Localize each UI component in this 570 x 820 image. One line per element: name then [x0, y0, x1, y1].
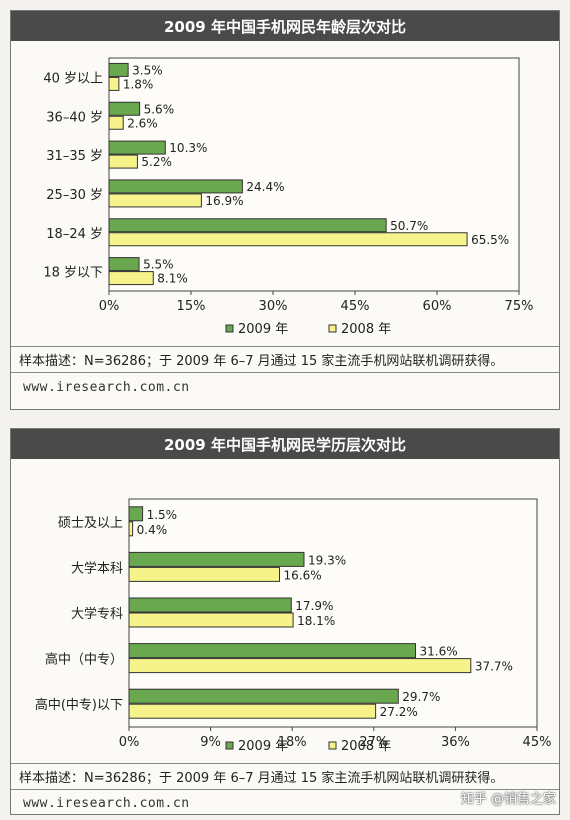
- data-label: 65.5%: [471, 233, 509, 247]
- bar-series1: [108, 257, 140, 272]
- chart-title: 2009 年中国手机网民学历层次对比: [11, 429, 559, 459]
- bar-series1: [108, 101, 141, 116]
- plot-area: [108, 57, 520, 292]
- bar-series2: [128, 566, 281, 582]
- category-label: 36–40 岁: [46, 110, 103, 125]
- education-bar-chart: 硕士及以上 1.5%0.4% 大学本科 19.3%16.6% 大学专科 17.9%18.1…: [35, 498, 552, 754]
- bar-series2: [108, 271, 154, 286]
- data-label: 24.4%: [246, 180, 284, 194]
- bar-series1: [128, 643, 417, 659]
- legend-label: 2008 年: [341, 322, 391, 337]
- x-tick-label: 75%: [505, 299, 534, 314]
- data-label: 29.7%: [402, 690, 440, 704]
- data-label: 5.5%: [143, 258, 174, 272]
- x-tick-label: 45%: [341, 299, 370, 314]
- legend-label: 2009 年: [238, 739, 288, 754]
- data-label: 27.2%: [380, 705, 418, 719]
- x-tick-label: 45%: [523, 735, 552, 750]
- legend-swatch: [328, 324, 337, 333]
- data-label: 0.4%: [137, 523, 168, 537]
- data-label: 5.2%: [141, 155, 172, 169]
- category-label: 25–30 岁: [46, 188, 103, 203]
- bar-series1: [108, 179, 243, 194]
- age-chart-panel: 2009 年中国手机网民年龄层次对比 40 岁以上 3.5% 1.8% 36–40 岁…: [10, 10, 560, 410]
- data-label: 31.6%: [420, 645, 458, 659]
- data-label: 17.9%: [295, 599, 333, 613]
- data-label: 16.6%: [284, 568, 322, 582]
- bar-series2: [108, 154, 138, 169]
- bar-series2: [108, 232, 468, 247]
- x-tick-label: 9%: [200, 735, 221, 750]
- bar-series2: [108, 76, 120, 91]
- category-label: 高中（中专）: [45, 652, 123, 668]
- data-label: 18.1%: [297, 614, 335, 628]
- legend-swatch: [225, 324, 234, 333]
- data-label: 37.7%: [475, 660, 513, 674]
- sample-note: 样本描述：N=36286；于 2009 年 6–7 月通过 15 家主流手机网站…: [11, 763, 559, 790]
- age-bar-chart: 40 岁以上 3.5%1.8% 36–40 岁 5.6%2.6% 31–35 岁 10.3…: [43, 57, 534, 337]
- category-label: 18 岁以下: [43, 266, 103, 281]
- data-label: 19.3%: [308, 553, 346, 567]
- sample-note: 样本描述：N=36286；于 2009 年 6–7 月通过 15 家主流手机网站…: [11, 346, 559, 373]
- bar-series2: [128, 612, 294, 628]
- category-label: 大学专科: [71, 606, 123, 622]
- bar-series1: [128, 597, 292, 613]
- data-label: 3.5%: [132, 63, 163, 77]
- bar-series1: [128, 506, 144, 522]
- bar-series1: [128, 551, 305, 567]
- category-label: 31–35 岁: [46, 149, 103, 164]
- education-chart-panel: 2009 年中国手机网民学历层次对比 硕士及以上 1.5% 0.4% 大学本科 19.3…: [10, 428, 560, 815]
- bar-series1: [108, 62, 129, 77]
- chart-title: 2009 年中国手机网民年龄层次对比: [11, 11, 559, 41]
- watermark-text: 知乎 @销售之家: [460, 792, 556, 807]
- x-tick-label: 15%: [177, 299, 206, 314]
- data-label: 8.1%: [157, 272, 188, 286]
- bar-series2: [108, 115, 124, 130]
- source-text: www.iresearch.com.cn: [23, 796, 190, 811]
- bar-series2: [128, 658, 472, 674]
- data-label: 50.7%: [390, 219, 428, 233]
- category-label: 18–24 岁: [46, 227, 103, 242]
- x-tick-label: 27%: [359, 735, 388, 750]
- category-label: 大学本科: [71, 560, 123, 576]
- bar-series2: [108, 193, 202, 208]
- legend-label: 2009 年: [238, 322, 288, 337]
- bar-series1: [128, 688, 399, 704]
- legend-swatch: [328, 741, 337, 750]
- x-tick-label: 18%: [278, 735, 307, 750]
- data-label: 5.6%: [144, 102, 175, 116]
- legend-label: 2008 年: [341, 739, 391, 754]
- x-tick-label: 0%: [99, 299, 120, 314]
- category-label: 硕士及以上: [58, 516, 123, 531]
- x-tick-label: 60%: [423, 299, 452, 314]
- x-tick-label: 0%: [119, 735, 140, 750]
- x-tick-label: 30%: [259, 299, 288, 314]
- x-tick-label: 36%: [441, 735, 470, 750]
- bar-series1: [108, 218, 387, 233]
- category-label: 40 岁以上: [43, 71, 103, 86]
- data-label: 1.8%: [123, 77, 154, 91]
- bar-series2: [128, 521, 134, 537]
- source-text: www.iresearch.com.cn: [23, 380, 190, 395]
- data-label: 10.3%: [169, 141, 207, 155]
- category-label: 高中(中专)以下: [35, 697, 123, 713]
- data-label: 2.6%: [127, 116, 158, 130]
- bar-series2: [128, 703, 377, 719]
- data-label: 1.5%: [147, 508, 178, 522]
- data-label: 16.9%: [205, 194, 243, 208]
- bar-series1: [108, 140, 166, 155]
- legend-swatch: [225, 741, 234, 750]
